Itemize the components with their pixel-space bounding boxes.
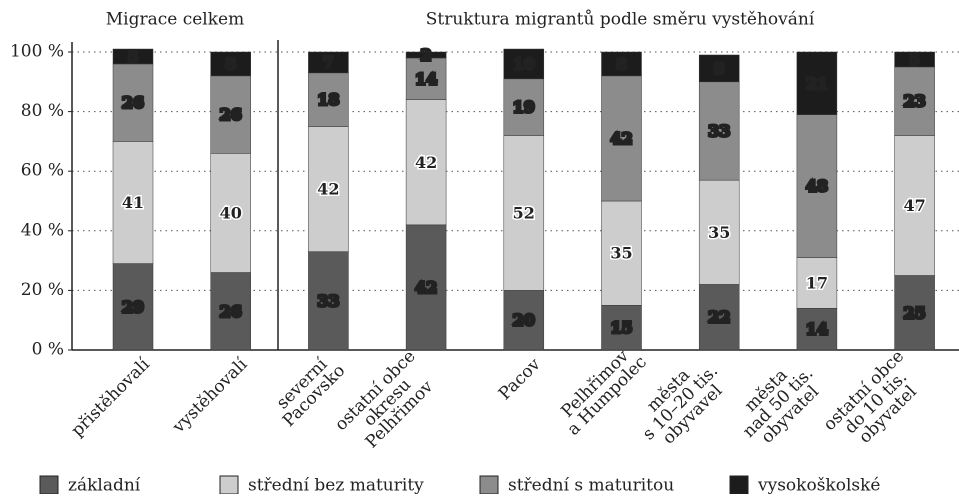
y-tick-label: 60 % <box>21 161 64 181</box>
bar-segment <box>112 63 154 142</box>
bar-segment <box>698 284 740 351</box>
bar-segment <box>405 224 447 351</box>
x-tick-label-group: vystěhovalí <box>168 354 252 438</box>
value-label: 22 <box>708 308 730 327</box>
x-tick-label-group: Pacov <box>495 354 545 404</box>
value-label: 26 <box>122 93 144 112</box>
value-label: 42 <box>317 180 339 199</box>
value-label: 17 <box>806 273 828 292</box>
x-tick-label: vystěhovalí <box>168 354 252 438</box>
bar-segment <box>405 57 447 100</box>
value-label: 8 <box>225 54 236 73</box>
value-label: 20 <box>513 311 535 330</box>
bar-segment <box>112 263 154 351</box>
value-label: 35 <box>610 244 632 263</box>
bar-segment <box>894 51 935 68</box>
y-tick-label: 0 % <box>32 340 64 360</box>
value-label: 5 <box>127 47 138 66</box>
legend-swatch <box>39 475 59 495</box>
bar-segment <box>210 153 251 273</box>
legend-label: základní <box>68 476 141 495</box>
bar-segment <box>308 51 349 74</box>
value-label: 26 <box>220 105 242 124</box>
value-label: 52 <box>513 203 535 222</box>
legend-swatch <box>219 475 239 495</box>
value-label: 5 <box>909 50 920 69</box>
legend-label: střední s maturitou <box>508 476 674 495</box>
value-label: 2 <box>421 45 432 64</box>
bar-segment <box>796 51 838 115</box>
bar-segment <box>405 51 447 59</box>
value-label: 29 <box>122 297 144 316</box>
value-label: 14 <box>806 320 828 339</box>
bar-segment <box>601 75 642 202</box>
value-label: 25 <box>903 303 925 322</box>
bar-segment <box>210 75 251 154</box>
value-label: 47 <box>903 196 925 215</box>
bar-segment <box>112 48 154 65</box>
value-label: 23 <box>903 92 925 111</box>
value-label: 48 <box>806 177 828 196</box>
y-tick-label: 20 % <box>21 280 64 300</box>
value-label: 18 <box>317 90 339 109</box>
bar-segment <box>796 114 838 258</box>
legend-label: vysokoškolské <box>757 476 881 495</box>
y-tick-label: 100 % <box>10 42 64 62</box>
value-label: 14 <box>415 69 437 88</box>
legend-label: střední bez maturity <box>248 476 424 495</box>
bar-segment <box>601 200 642 306</box>
bar-segment <box>503 78 545 136</box>
value-label: 33 <box>317 291 339 310</box>
x-tick-label: přistěhovalí <box>68 354 155 441</box>
value-label: 33 <box>708 121 730 140</box>
bar-segment <box>601 51 642 77</box>
value-label: 26 <box>220 302 242 321</box>
value-label: 8 <box>616 54 627 73</box>
value-label: 40 <box>220 203 242 222</box>
bar-segment <box>210 51 251 77</box>
value-label: 10 <box>513 54 535 73</box>
bar-segment <box>698 179 740 285</box>
bar-segment <box>308 72 349 127</box>
bar-segment <box>503 290 545 351</box>
legend-swatch <box>729 475 749 495</box>
bar-segment <box>894 135 935 276</box>
bar-segment <box>601 305 642 351</box>
bar-segment <box>796 257 838 309</box>
value-label: 42 <box>415 153 437 172</box>
bar-segment <box>894 66 935 136</box>
bar-segment <box>308 126 349 252</box>
group-title: Migrace celkem <box>106 10 244 30</box>
value-label: 42 <box>610 129 632 148</box>
bar-segment <box>503 48 545 80</box>
bar-segment <box>796 308 838 351</box>
value-label: 35 <box>708 223 730 242</box>
x-tick-label: Pacov <box>495 354 545 404</box>
value-label: 7 <box>323 53 334 72</box>
value-label: 19 <box>513 98 535 117</box>
legend-swatch <box>479 475 499 495</box>
y-tick-label: 80 % <box>21 101 64 121</box>
x-tick-label-group: přistěhovalí <box>68 354 155 441</box>
value-label: 41 <box>122 193 144 212</box>
group-title: Struktura migrantů podle směru vystěhová… <box>426 10 815 30</box>
value-label: 21 <box>806 74 828 93</box>
bar-segment <box>112 141 154 264</box>
value-label: 15 <box>610 318 632 337</box>
value-label: 9 <box>714 59 725 78</box>
bar-segment <box>894 275 935 351</box>
y-tick-label: 40 % <box>21 220 64 240</box>
bar-segment <box>698 54 740 83</box>
value-label: 42 <box>415 278 437 297</box>
